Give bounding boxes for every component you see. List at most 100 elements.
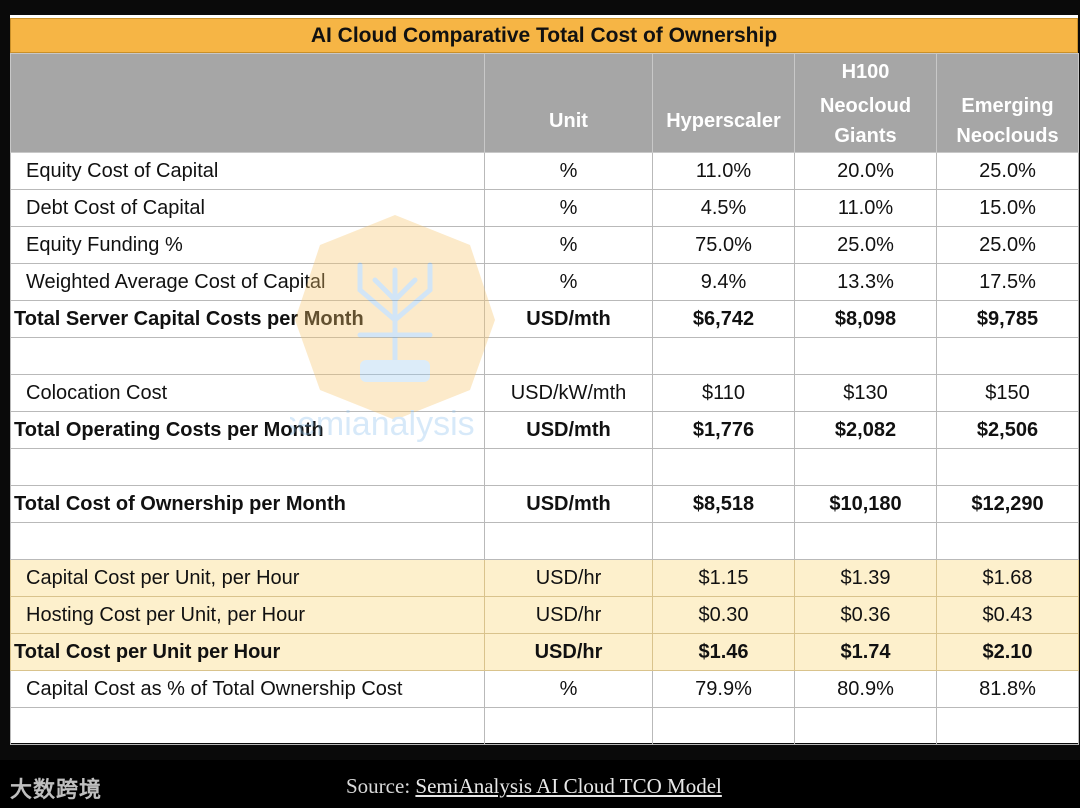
- emerging-neoclouds-value: [936, 522, 1079, 560]
- hyperscaler-value: $1,776: [652, 411, 795, 449]
- emerging-neoclouds-value: $1.68: [936, 559, 1079, 597]
- emerging-neoclouds-value: 15.0%: [936, 189, 1079, 227]
- footer: [0, 760, 1080, 808]
- hyperscaler-value: $8,518: [652, 485, 795, 523]
- table-row: Capital Cost as % of Total Ownership Cos…: [10, 670, 1079, 708]
- neocloud-giants-value: [794, 707, 937, 745]
- hyperscaler-value: 9.4%: [652, 263, 795, 301]
- header-hyperscaler-top: [652, 53, 795, 91]
- emerging-neoclouds-value: [936, 337, 1079, 375]
- row-unit: [484, 707, 653, 745]
- neocloud-giants-value: 20.0%: [794, 152, 937, 190]
- table-title: AI Cloud Comparative Total Cost of Owner…: [10, 18, 1078, 53]
- hyperscaler-value: 11.0%: [652, 152, 795, 190]
- neocloud-giants-value: 13.3%: [794, 263, 937, 301]
- emerging-neoclouds-value: $2.10: [936, 633, 1079, 671]
- table-row: Capital Cost per Unit, per Hour USD/hr $1.…: [10, 559, 1079, 597]
- table-row: Total Cost per Unit per Hour USD/hr $1.46 $…: [10, 633, 1079, 671]
- neocloud-giants-value: $10,180: [794, 485, 937, 523]
- header-blank-2: [10, 90, 485, 153]
- neocloud-giants-value: $8,098: [794, 300, 937, 338]
- header-neocloud-giants-line1: Neocloud: [819, 95, 912, 118]
- row-label: Equity Funding %: [10, 226, 485, 264]
- hyperscaler-value: 4.5%: [652, 189, 795, 227]
- emerging-neoclouds-value: $9,785: [936, 300, 1079, 338]
- emerging-neoclouds-value: $2,506: [936, 411, 1079, 449]
- neocloud-giants-value: 80.9%: [794, 670, 937, 708]
- table-row: [10, 707, 1079, 745]
- header-neocloud-giants: Neocloud Giants: [794, 90, 937, 153]
- hyperscaler-value: 75.0%: [652, 226, 795, 264]
- row-label: Colocation Cost: [10, 374, 485, 412]
- row-unit: %: [484, 263, 653, 301]
- emerging-neoclouds-value: [936, 707, 1079, 745]
- hyperscaler-value: [652, 337, 795, 375]
- neocloud-giants-value: $2,082: [794, 411, 937, 449]
- row-unit: USD/hr: [484, 596, 653, 634]
- emerging-neoclouds-value: $0.43: [936, 596, 1079, 634]
- hyperscaler-value: 79.9%: [652, 670, 795, 708]
- neocloud-giants-value: $0.36: [794, 596, 937, 634]
- row-unit: %: [484, 189, 653, 227]
- table-row: [10, 522, 1079, 560]
- header-emerging-line2: Neoclouds: [956, 125, 1059, 148]
- header-blank: [10, 53, 485, 91]
- neocloud-giants-value: 25.0%: [794, 226, 937, 264]
- emerging-neoclouds-value: 17.5%: [936, 263, 1079, 301]
- row-unit: USD/mth: [484, 411, 653, 449]
- brand-logo-text: 大数跨境: [10, 778, 103, 803]
- row-label: Capital Cost per Unit, per Hour: [10, 559, 485, 597]
- row-label: Equity Cost of Capital: [10, 152, 485, 190]
- row-unit: %: [484, 226, 653, 264]
- header-emerging-top: [936, 53, 1079, 91]
- row-label: Total Server Capital Costs per Month: [10, 300, 485, 338]
- row-unit: [484, 522, 653, 560]
- neocloud-giants-value: $1.74: [794, 633, 937, 671]
- tco-table: H100 Unit Hyperscaler Neocloud Giants Em…: [10, 53, 1079, 745]
- source-caption: Source: SemiAnalysis AI Cloud TCO Model: [346, 774, 722, 799]
- table-row: Colocation Cost USD/kW/mth $110 $130 $150: [10, 374, 1079, 412]
- brand-logo: 大数跨境: [10, 772, 102, 804]
- row-unit: USD/kW/mth: [484, 374, 653, 412]
- row-label: Debt Cost of Capital: [10, 189, 485, 227]
- neocloud-giants-value: [794, 522, 937, 560]
- source-link[interactable]: SemiAnalysis AI Cloud TCO Model: [415, 774, 722, 798]
- header-neocloud-giants-line2: Giants: [834, 125, 897, 148]
- row-unit: USD/mth: [484, 300, 653, 338]
- table-row: Total Cost of Ownership per Month USD/mth…: [10, 485, 1079, 523]
- neocloud-giants-value: 11.0%: [794, 189, 937, 227]
- emerging-neoclouds-value: 25.0%: [936, 226, 1079, 264]
- hyperscaler-value: $0.30: [652, 596, 795, 634]
- table-row: Equity Cost of Capital% 11.0% 20.0% 25.0%: [10, 152, 1079, 190]
- hyperscaler-value: $6,742: [652, 300, 795, 338]
- neocloud-giants-value: [794, 448, 937, 486]
- row-unit: %: [484, 152, 653, 190]
- neocloud-giants-value: $1.39: [794, 559, 937, 597]
- row-label: [10, 337, 485, 375]
- table-row: [10, 337, 1079, 375]
- row-unit: [484, 337, 653, 375]
- row-label: Weighted Average Cost of Capital: [10, 263, 485, 301]
- table-row: Weighted Average Cost of Capital% 9.4% 13.…: [10, 263, 1079, 301]
- header-emerging-neoclouds: Emerging Neoclouds: [936, 90, 1079, 153]
- row-unit: USD/hr: [484, 633, 653, 671]
- row-unit: %: [484, 670, 653, 708]
- spreadsheet: AI Cloud Comparative Total Cost of Owner…: [10, 15, 1079, 745]
- table-body: Equity Cost of Capital% 11.0% 20.0% 25.0% De…: [10, 152, 1079, 745]
- neocloud-giants-value: $130: [794, 374, 937, 412]
- table-row: Debt Cost of Capital% 4.5% 11.0% 15.0%: [10, 189, 1079, 227]
- table-row: Total Operating Costs per Month USD/mth $1…: [10, 411, 1079, 449]
- emerging-neoclouds-value: $12,290: [936, 485, 1079, 523]
- table-row: [10, 448, 1079, 486]
- row-label: Total Cost per Unit per Hour: [10, 633, 485, 671]
- emerging-neoclouds-value: 25.0%: [936, 152, 1079, 190]
- emerging-neoclouds-value: 81.8%: [936, 670, 1079, 708]
- row-label: [10, 448, 485, 486]
- header-unit-top: [484, 53, 653, 91]
- table-row: Total Server Capital Costs per Month USD/…: [10, 300, 1079, 338]
- hyperscaler-value: $110: [652, 374, 795, 412]
- header-unit: Unit: [484, 90, 653, 153]
- row-label: [10, 707, 485, 745]
- hyperscaler-value: $1.15: [652, 559, 795, 597]
